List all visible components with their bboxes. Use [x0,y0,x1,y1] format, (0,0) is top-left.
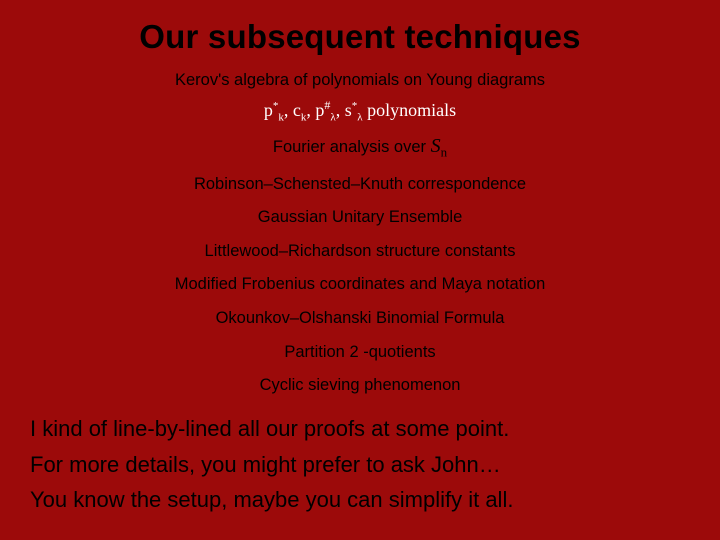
tech-item: Partition 2 -quotients [284,342,435,363]
formula-pp-sup: # [324,98,330,112]
tech-item: Cyclic sieving phenomenon [260,375,461,396]
tech-item: Fourier analysis over Sn [273,134,447,161]
slide-title: Our subsequent techniques [30,18,690,56]
tech-item: Modified Frobenius coordinates and Maya … [175,274,546,295]
sn-n: n [441,144,448,159]
closing-line: I kind of line-by-lined all our proofs a… [30,414,690,444]
sep: , [284,100,293,120]
formula-c: c [293,100,301,120]
formula-s: s [345,100,352,120]
formula-s-sup: * [352,100,358,112]
techniques-list: Kerov's algebra of polynomials on Young … [30,70,690,396]
closing-remarks: I kind of line-by-lined all our proofs a… [30,414,690,515]
tech-item: Littlewood–Richardson structure constant… [205,241,516,262]
closing-line: For more details, you might prefer to as… [30,450,690,480]
tech-item: Kerov's algebra of polynomials on Young … [175,70,545,91]
formula-tail: polynomials [363,100,457,120]
tech-item: Okounkov–Olshanski Binomial Formula [216,308,505,329]
symmetric-group-symbol: Sn [431,137,448,156]
tech-item: Gaussian Unitary Ensemble [258,207,463,228]
sep: , [336,100,345,120]
tech-item-text: Fourier analysis over [273,138,431,156]
formula-p-sup: * [273,100,279,112]
sn-s: S [431,135,441,157]
formula-p: p [264,100,273,120]
tech-item: Robinson–Schensted–Knuth correspondence [194,174,526,195]
closing-line: You know the setup, maybe you can simpli… [30,485,690,515]
polynomials-formula: p*k, ck, p#λ, s*λ polynomials [264,98,456,125]
